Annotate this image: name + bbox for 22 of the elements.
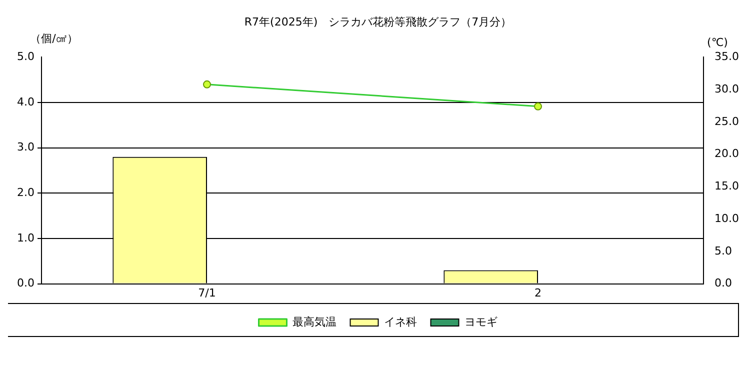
y2-tick-label: 25.0 (714, 114, 740, 128)
x-tick-label: 2 (534, 286, 542, 300)
y-tick-label: 4.0 (16, 95, 34, 108)
chart-title: R7年(2025年) シラカバ花粉等飛散グラフ（7月分） (244, 15, 512, 28)
y2-axis-title: (℃) (707, 36, 728, 50)
legend-label: ヨモギ (464, 315, 498, 328)
y2-tick-label: 20.0 (714, 147, 740, 160)
x-tick-label: 7/1 (198, 286, 216, 300)
y2-tick-label: 15.0 (714, 180, 740, 193)
y-tick-label: 0.0 (16, 276, 34, 290)
legend-label: イネ科 (384, 315, 417, 328)
y2-tick-label: 30.0 (714, 82, 740, 96)
y-tick-label: 2.0 (16, 186, 34, 200)
y2-tick-label: 10.0 (714, 212, 740, 225)
legend-label: 最高気温 (292, 315, 336, 328)
y2-tick-label: 35.0 (714, 50, 740, 64)
y2-tick-label: 5.0 (714, 244, 732, 258)
y-tick-label: 3.0 (16, 140, 34, 154)
y-axis-title: （個/㎠） (30, 32, 78, 46)
y-tick-label: 1.0 (16, 231, 34, 244)
y2-tick-label: 0.0 (714, 276, 732, 290)
y-tick-label: 5.0 (16, 50, 34, 64)
